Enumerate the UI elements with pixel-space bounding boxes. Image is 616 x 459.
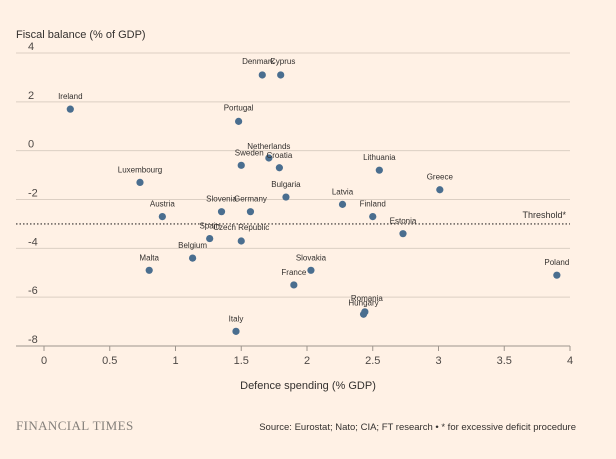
data-point [145, 266, 153, 274]
data-point [237, 161, 245, 169]
point-label: Cyprus [270, 57, 295, 66]
x-tick-label: 0 [41, 355, 47, 367]
data-point [436, 186, 444, 194]
brand-logo: FINANCIAL TIMES [16, 418, 134, 433]
grid [16, 52, 570, 347]
y-axis-ticks: 4 2 0 -2 -4 -6 -8 [28, 41, 38, 346]
data-points [66, 71, 561, 335]
threshold-label: Threshold* [522, 210, 566, 220]
data-point [206, 234, 214, 243]
source-note: Source: Eurostat; Nato; CIA; FT research… [259, 422, 576, 433]
data-point [369, 212, 377, 221]
point-label: Ireland [58, 92, 82, 101]
x-tick-label: 3.5 [497, 355, 512, 367]
point-label: Malta [139, 253, 159, 262]
x-tick-label: 0.5 [102, 355, 117, 367]
point-label: Slovakia [296, 253, 327, 262]
point-label: Netherlands [247, 142, 290, 151]
data-point [217, 208, 226, 216]
point-label: Spain [199, 222, 219, 231]
point-label: Germany [234, 195, 267, 204]
data-point [307, 266, 315, 274]
point-label: Slovenia [206, 195, 237, 204]
point-label: Latvia [332, 187, 354, 196]
data-point [66, 105, 74, 113]
x-tick-label: 4 [567, 355, 573, 367]
data-point [188, 254, 197, 262]
y-tick-label: -2 [28, 188, 38, 200]
data-point [246, 208, 255, 216]
point-label: Austria [150, 200, 175, 209]
point-label: Romania [351, 294, 384, 303]
point-label: Finland [360, 200, 386, 209]
point-label: Hungary [348, 298, 378, 307]
x-tick-label: 2 [304, 355, 310, 367]
point-label: Estonia [390, 217, 417, 226]
data-point [232, 327, 240, 335]
data-point [338, 200, 347, 208]
point-label: Belgium [178, 241, 207, 250]
x-tick-label: 2.5 [365, 355, 380, 367]
y-tick-label: 2 [28, 90, 34, 102]
data-point [235, 117, 243, 125]
data-point [553, 271, 561, 279]
data-point [375, 166, 383, 174]
point-label: Italy [229, 314, 244, 323]
x-axis-title: Defence spending (% GDP) [240, 380, 376, 392]
point-label: Sweden [235, 148, 264, 157]
x-tick-label: 1.5 [234, 355, 249, 367]
data-point [290, 281, 298, 289]
data-point [282, 193, 290, 201]
point-label: Poland [544, 258, 569, 267]
point-label: Bulgaria [271, 180, 301, 189]
data-point [265, 154, 273, 162]
point-labels: IrelandDenmarkCyprusPortugalNetherlandsC… [58, 57, 569, 323]
y-axis-title: Fiscal balance (% of GDP) [16, 29, 146, 41]
data-point [275, 164, 283, 172]
data-point [399, 230, 407, 238]
point-label: Luxembourg [118, 165, 162, 174]
point-label: Croatia [266, 151, 292, 160]
y-tick-label: 0 [28, 139, 34, 151]
data-point [258, 71, 266, 79]
x-tick-label: 3 [435, 355, 441, 367]
y-tick-label: -8 [28, 334, 38, 346]
x-axis-ticks: 0 0.5 1 1.5 2 2.5 3 3.5 4 [41, 346, 573, 367]
point-label: Denmark [242, 57, 275, 66]
point-label: Czech Republic [213, 223, 269, 232]
point-label: Lithuania [363, 153, 396, 162]
point-label: France [281, 268, 306, 277]
data-point [237, 237, 245, 245]
data-point [277, 71, 285, 79]
data-point [158, 212, 166, 221]
point-label: Greece [427, 173, 454, 182]
y-tick-label: -4 [28, 236, 38, 248]
data-point [359, 310, 368, 318]
point-label: Portugal [224, 103, 254, 112]
y-tick-label: 4 [28, 41, 34, 53]
y-tick-label: -6 [28, 285, 38, 297]
x-tick-label: 1 [172, 355, 178, 367]
data-point [136, 178, 144, 187]
